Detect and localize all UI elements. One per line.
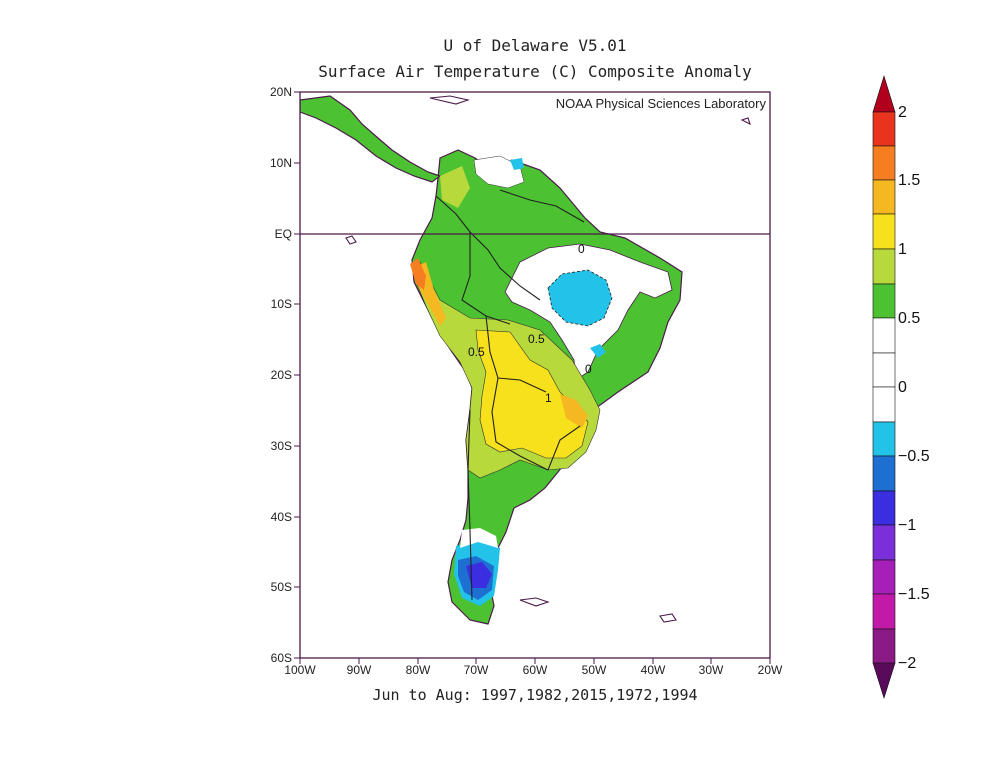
colorbar-label: −2 <box>898 655 917 672</box>
credit-text: NOAA Physical Sciences Laboratory <box>556 96 767 111</box>
map-title-line1: U of Delaware V5.01 <box>443 36 627 55</box>
band-1.25-colombia <box>440 166 470 208</box>
colorbar-label: 0.5 <box>898 310 921 327</box>
y-tick-label: 40S <box>270 510 292 524</box>
y-tick-label: 10N <box>269 156 292 170</box>
patagonia-violet <box>466 562 492 588</box>
y-tick-label: 50S <box>270 580 292 594</box>
colorbar-label: 2 <box>898 104 907 121</box>
x-tick-label: 20W <box>757 663 783 677</box>
colorbar-label: −1 <box>898 517 917 534</box>
x-tick-label: 50W <box>581 663 607 677</box>
islands <box>345 95 751 623</box>
colorbar-label: −0.5 <box>898 448 930 465</box>
caribbean-cyan <box>510 158 524 170</box>
country-borders <box>435 189 585 601</box>
patagonia-white <box>460 528 498 548</box>
credit-box <box>503 93 769 113</box>
x-tick-label: 40W <box>640 663 666 677</box>
land-central-america <box>300 95 442 183</box>
x-tick-label: 60W <box>522 663 548 677</box>
x-tick-label: 90W <box>346 663 372 677</box>
anomaly-field: 0 0.5 0.5 0 1 <box>300 95 751 625</box>
x-tick-label: 30W <box>698 663 724 677</box>
contour-label: 0 <box>578 242 585 256</box>
colorbar-label: 1 <box>898 241 907 258</box>
contour-label: 1 <box>545 391 552 405</box>
x-tick-label: 70W <box>463 663 489 677</box>
colorbar-label: 1.5 <box>898 172 921 189</box>
negative-spot-1 <box>590 344 606 358</box>
season-years-caption: Jun to Aug: 1997,1982,2015,1972,1994 <box>372 686 698 704</box>
y-tick-label: 20N <box>269 85 292 99</box>
band-1.5-coast <box>410 258 426 290</box>
x-tick-label: 80W <box>405 663 431 677</box>
y-tick-label: 10S <box>270 297 292 311</box>
y-tick-label: EQ <box>274 227 292 241</box>
negative-area-ne-brazil <box>547 269 613 327</box>
contour-label: 0.5 <box>528 332 545 346</box>
caribbean-zero <box>473 155 525 189</box>
colorbar-top-arrow <box>872 74 896 113</box>
colorbar-label: −1.5 <box>898 586 930 603</box>
band-1.0 <box>475 329 589 459</box>
y-tick-label: 60S <box>270 651 292 665</box>
x-tick-label: 100W <box>284 663 316 677</box>
contour-label: 0.5 <box>468 345 485 359</box>
band-1.25-brazil <box>560 394 588 428</box>
colorbar-bottom-arrow <box>872 662 896 700</box>
contour-labels: 0 0.5 0.5 0 1 <box>468 242 592 405</box>
y-tick-label: 20S <box>270 368 292 382</box>
axis-ticks <box>294 91 771 664</box>
map-title-line2: Surface Air Temperature (C) Composite An… <box>318 62 752 81</box>
colorbar <box>872 74 896 700</box>
contour-label: 0 <box>585 362 592 376</box>
y-tick-label: 30S <box>270 439 292 453</box>
colorbar-label: 0 <box>898 379 907 396</box>
